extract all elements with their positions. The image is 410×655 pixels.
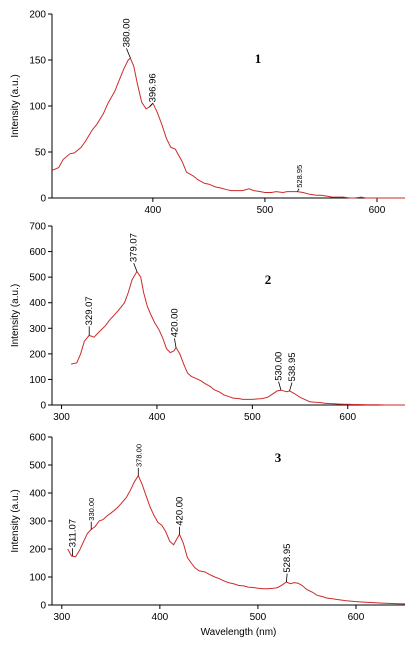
- y-tick-label: 100: [29, 102, 46, 113]
- x-tick-label: 300: [53, 412, 70, 423]
- y-tick-label: 600: [29, 247, 46, 258]
- chart-panel-3: 0 100 200 300 400 500 600 300 400 500 600 Intensity…: [10, 433, 406, 638]
- y-tick-label: 200: [29, 349, 46, 360]
- y-tick-label: 400: [29, 489, 46, 500]
- peak-label: 311.07: [68, 519, 79, 547]
- peak-leader-line: [174, 338, 177, 348]
- peak-label: 420.00: [169, 308, 180, 337]
- y-axis-title: Intensity (a.u.): [10, 489, 21, 552]
- peak-leader-line: [285, 573, 288, 583]
- peak-label: 528.95: [282, 544, 293, 573]
- y-tick-label: 300: [29, 517, 46, 528]
- x-tick-label: 600: [348, 612, 365, 623]
- x-tick-label: 400: [152, 612, 169, 623]
- y-tick-label: 600: [29, 433, 46, 444]
- spectrum-line-1: [51, 57, 405, 199]
- y-tick-label: 0: [40, 601, 46, 612]
- peak-label: 396.96: [148, 73, 159, 102]
- y-tick-label: 700: [29, 222, 46, 233]
- x-tick-label: 600: [339, 412, 356, 423]
- peak-leader-line: [297, 188, 300, 192]
- peak-label: 528.95: [295, 165, 304, 188]
- y-tick-label: 500: [29, 273, 46, 284]
- y-axis-title: Intensity (a.u.): [10, 284, 21, 347]
- panel-number: 2: [265, 272, 272, 287]
- x-tick-label: 500: [257, 205, 274, 216]
- x-axis-title: Wavelength (nm): [201, 627, 277, 638]
- y-tick-label: 200: [29, 545, 46, 556]
- chart-panel-1: 0 50 100 150 200 400 500 600 Intensity (a.u.) 380…: [10, 10, 405, 216]
- peak-label: 530.00: [274, 352, 285, 381]
- peak-label: 329.07: [84, 296, 95, 325]
- y-tick-label: 100: [29, 573, 46, 584]
- panel-number: 3: [275, 450, 282, 465]
- chart-panel-2: 0 100 200 300 400 500 600 700 300 400 500 600 Intens…: [10, 222, 405, 423]
- peak-leader-line: [149, 103, 153, 108]
- y-tick-label: 150: [29, 56, 46, 67]
- peak-leader-line: [126, 48, 131, 59]
- peak-leader-line: [278, 381, 282, 391]
- y-tick-label: 50: [35, 148, 47, 159]
- y-tick-label: 300: [29, 324, 46, 335]
- x-tick-label: 400: [145, 205, 162, 216]
- y-tick-label: 500: [29, 461, 46, 472]
- peak-leader-line: [133, 262, 138, 272]
- spectrum-line-3: [67, 474, 406, 605]
- panel-number: 1: [255, 51, 262, 66]
- peak-label: 538.95: [287, 352, 298, 381]
- x-tick-label: 400: [149, 412, 166, 423]
- x-tick-label: 500: [250, 612, 267, 623]
- y-tick-label: 100: [29, 375, 46, 386]
- peak-leader-line: [289, 382, 293, 392]
- y-tick-label: 200: [29, 10, 46, 21]
- peak-label: 379.07: [129, 233, 140, 262]
- peak-label: 420.00: [174, 497, 185, 526]
- peak-label: 330.00: [87, 498, 96, 521]
- spectrum-line-2: [70, 270, 405, 406]
- y-axis-title: Intensity (a.u.): [10, 74, 21, 137]
- peak-label: 380.00: [121, 18, 132, 47]
- x-tick-label: 500: [244, 412, 261, 423]
- x-tick-label: 600: [369, 205, 386, 216]
- y-tick-label: 0: [40, 194, 46, 205]
- y-tick-label: 400: [29, 298, 46, 309]
- x-tick-label: 300: [53, 612, 70, 623]
- y-tick-label: 0: [40, 401, 46, 412]
- peak-label: 378.00: [134, 444, 143, 467]
